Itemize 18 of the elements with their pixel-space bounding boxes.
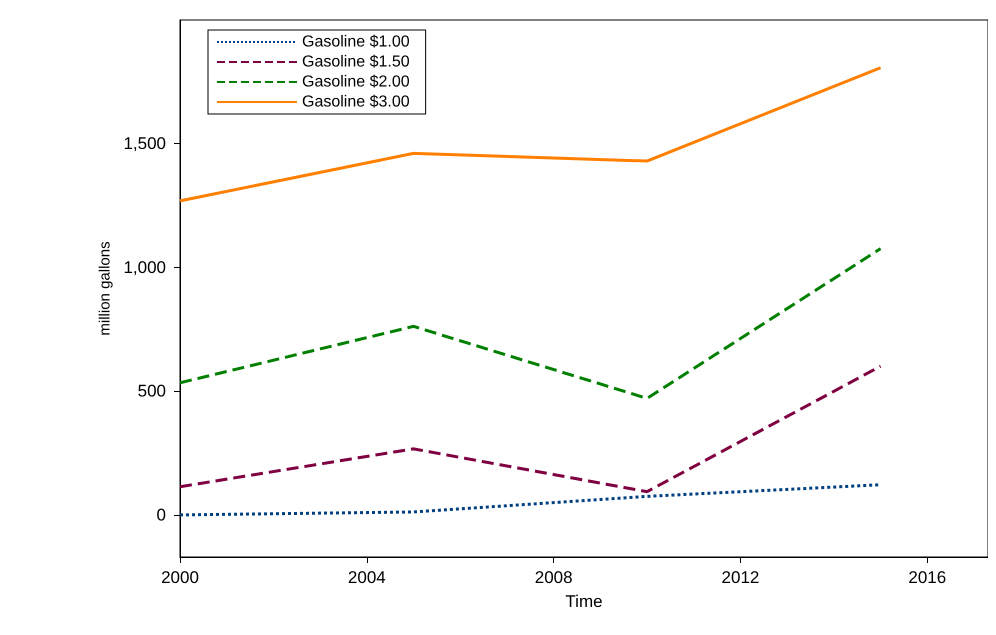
legend-label: Gasoline $1.50 <box>302 54 410 70</box>
x-tick-label: 2016 <box>908 568 946 587</box>
y-tick-label: 1,000 <box>123 258 166 277</box>
legend-label: Gasoline $1.00 <box>302 34 410 50</box>
x-axis-title: Time <box>565 592 603 611</box>
line-series <box>178 247 882 400</box>
legend-label: Gasoline $3.00 <box>302 94 410 110</box>
y-tick-label: 0 <box>156 505 166 524</box>
y-tick-label: 500 <box>138 382 166 401</box>
x-tick-label: 2000 <box>161 568 199 587</box>
line-series <box>178 364 882 494</box>
legend-label: Gasoline $2.00 <box>302 74 410 90</box>
y-tick-label: 1,500 <box>123 134 166 154</box>
y-axis-title: million gallons <box>96 241 114 336</box>
line-series <box>178 66 882 202</box>
x-tick-label: 2004 <box>348 568 386 587</box>
x-tick-label: 2008 <box>534 568 573 587</box>
x-tick-label: 2012 <box>722 568 760 587</box>
